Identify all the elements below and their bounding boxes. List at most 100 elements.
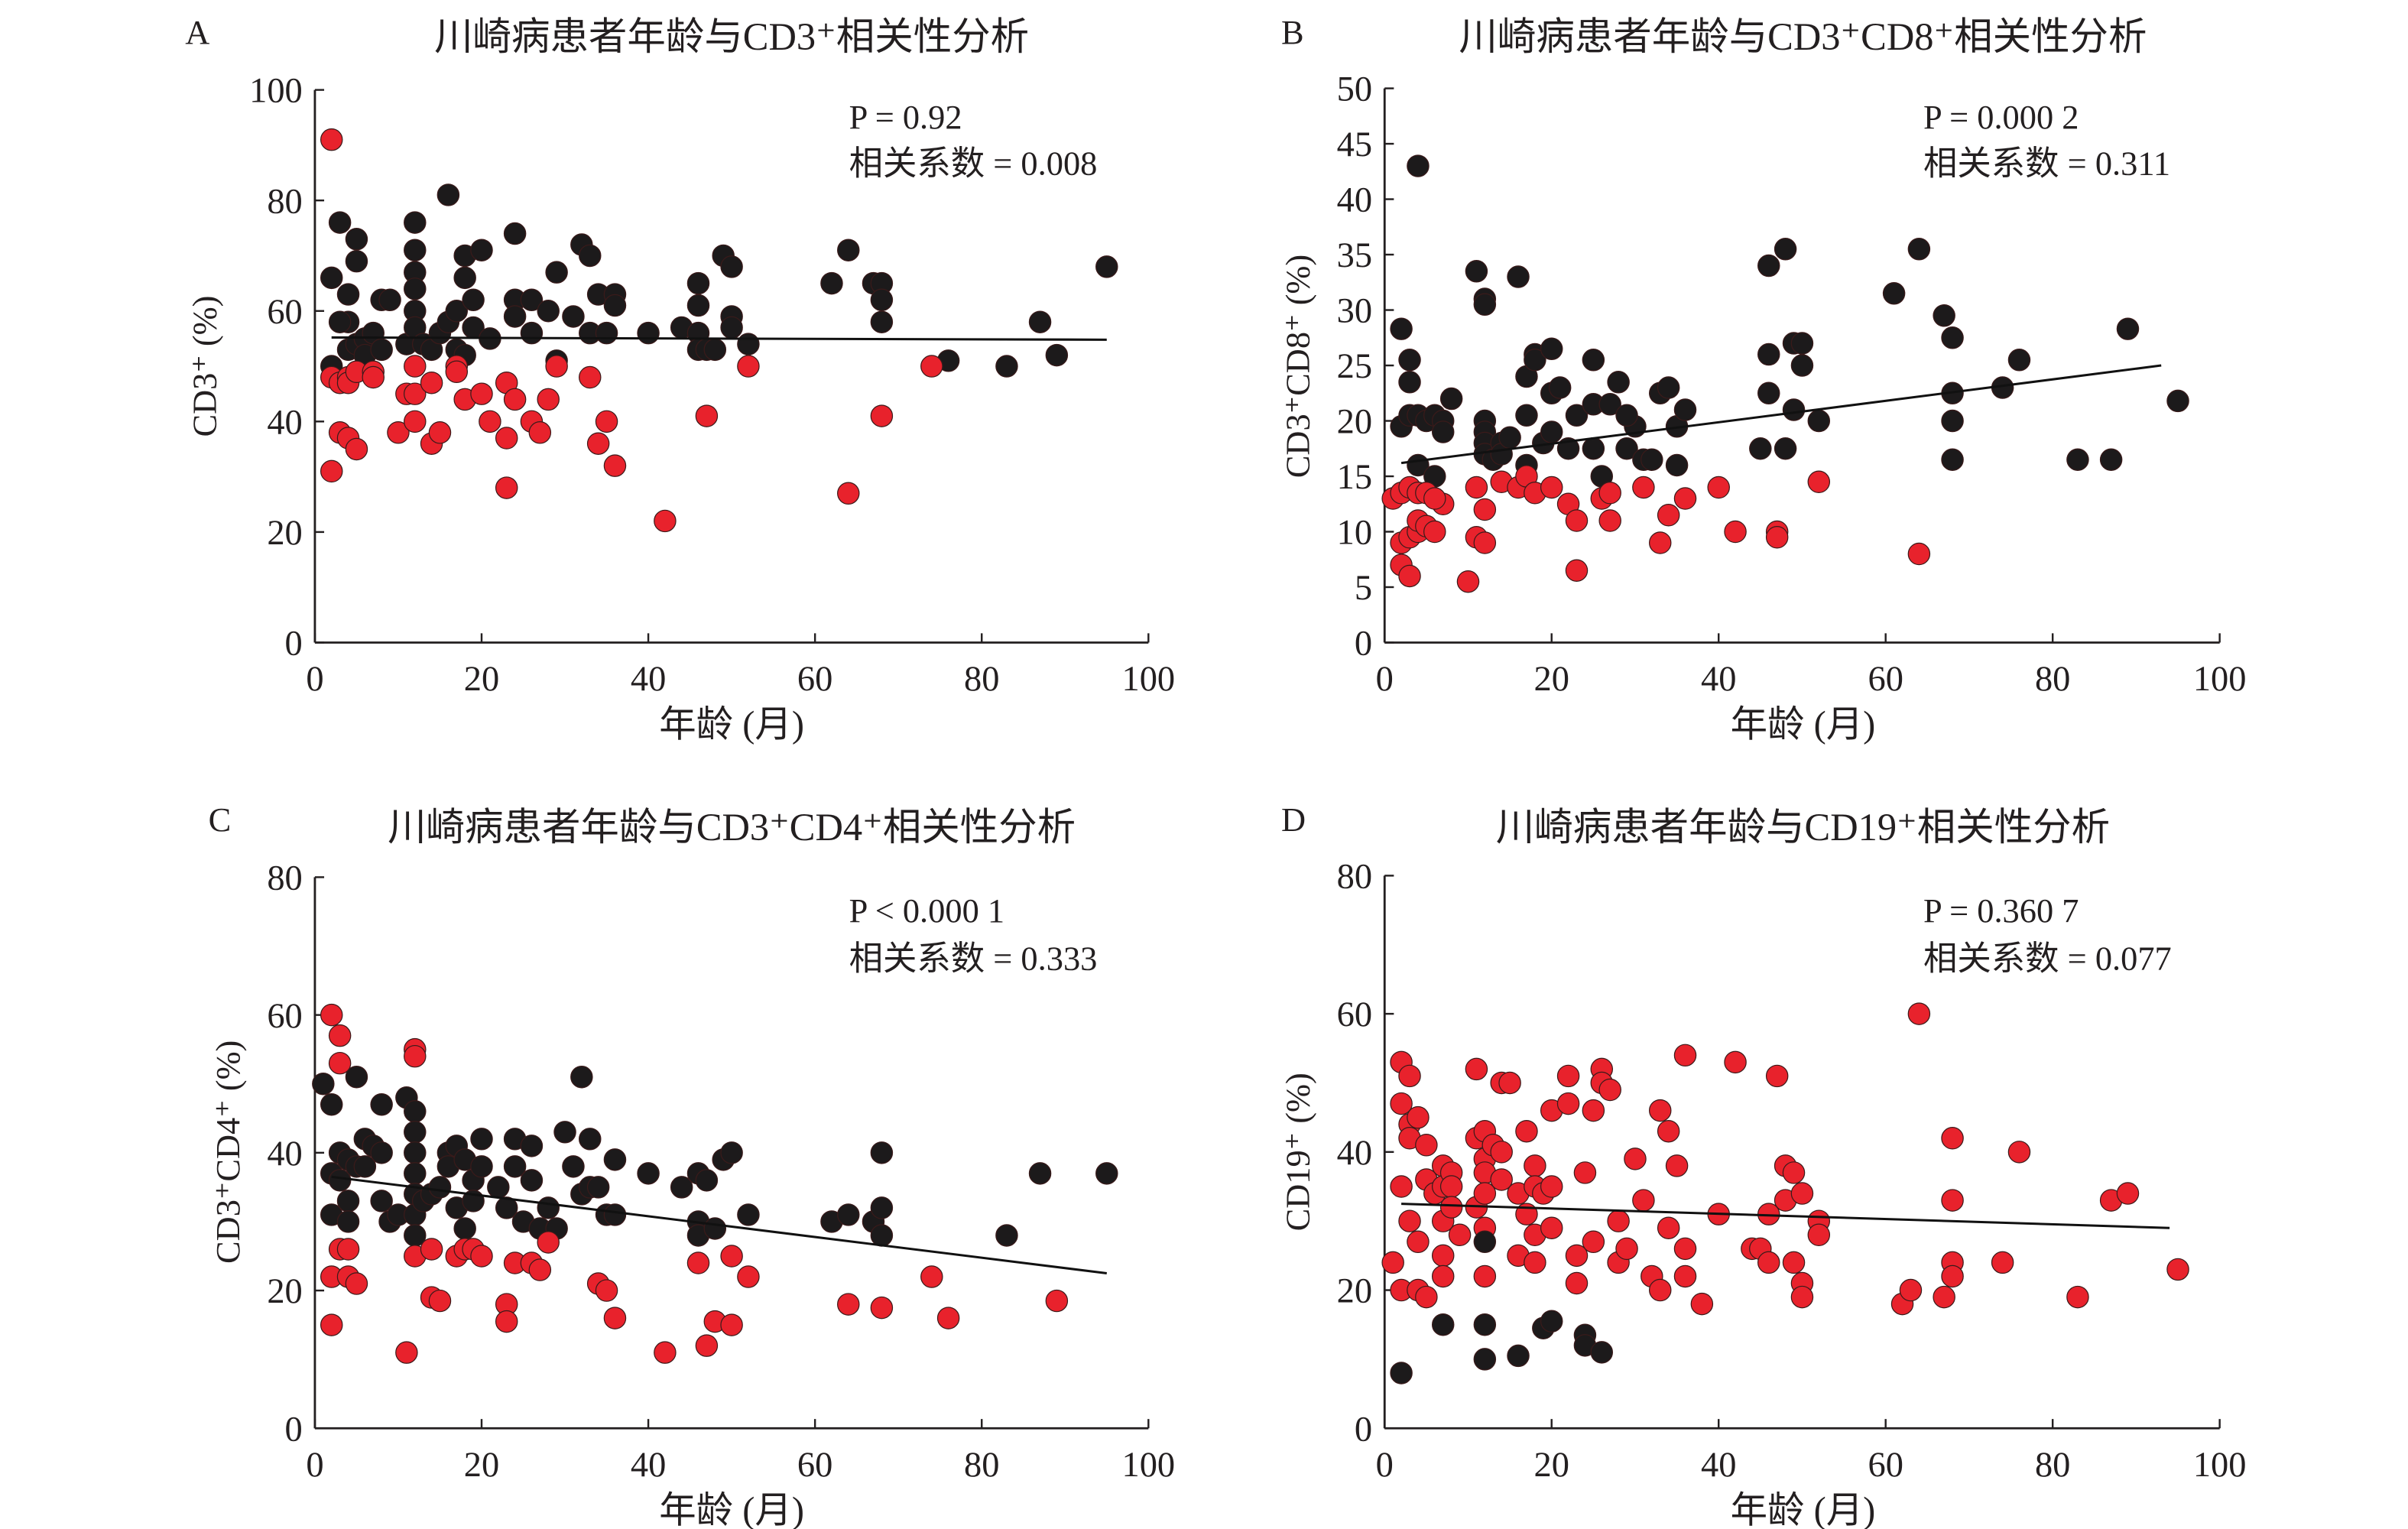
black-data-point (1565, 404, 1589, 427)
red-data-point (1465, 1057, 1488, 1081)
black-data-point (1933, 304, 1955, 327)
black-data-point (320, 1093, 343, 1116)
black-data-point (579, 1128, 602, 1151)
red-data-point (603, 454, 627, 477)
black-data-point (720, 1141, 743, 1164)
black-data-point (586, 1176, 610, 1199)
x-tick-label: 0 (306, 660, 323, 699)
red-data-point (1649, 1099, 1672, 1122)
red-data-point (495, 476, 518, 499)
red-data-point (1673, 1237, 1697, 1261)
black-data-point (1774, 437, 1797, 460)
red-data-point (1673, 1264, 1697, 1288)
red-data-point (1490, 1168, 1513, 1191)
red-data-point (1782, 1251, 1806, 1274)
red-data-point (328, 1051, 352, 1075)
red-data-point (1649, 531, 1672, 554)
black-data-point (428, 1176, 452, 1199)
red-data-point (1665, 1154, 1689, 1177)
black-data-point (2099, 448, 2123, 472)
red-data-point (1632, 1189, 1655, 1212)
x-tick-label: 80 (2035, 660, 2070, 699)
red-data-point (362, 365, 385, 389)
black-data-point (1941, 326, 1964, 349)
red-data-point (1407, 1230, 1430, 1254)
red-data-point (528, 421, 552, 444)
x-tick-label: 40 (1701, 660, 1736, 699)
x-tick-label: 80 (2035, 1446, 2070, 1485)
red-data-point (1757, 1251, 1780, 1274)
black-data-point (670, 1176, 693, 1199)
red-data-point (336, 1238, 360, 1261)
regression-line (1401, 1203, 2170, 1229)
black-data-point (404, 1141, 427, 1164)
black-data-point (370, 1093, 393, 1116)
chart-title: 川崎病患者年龄与CD3⁺相关性分析 (434, 15, 1029, 58)
red-data-point (1724, 1050, 1747, 1074)
red-data-point (1582, 1099, 1605, 1122)
red-data-point (1782, 1161, 1806, 1184)
red-data-point (1724, 520, 1747, 544)
regression-line (1400, 364, 2162, 465)
correlation-coefficient: 相关系数 = 0.008 (849, 144, 1098, 183)
red-data-point (1598, 509, 1621, 532)
black-data-point (470, 239, 493, 261)
red-data-point (1657, 504, 1680, 527)
red-data-point (2066, 1285, 2089, 1309)
black-data-point (328, 211, 352, 234)
black-data-point (503, 305, 527, 328)
red-data-point (720, 1245, 743, 1268)
panel-a: A 川崎病患者年龄与CD3⁺相关性分析 P = 0.92 相关系数 = 0.00… (185, 13, 1175, 745)
red-data-point (1423, 520, 1446, 544)
red-data-point (1565, 509, 1589, 532)
red-data-point (1991, 1251, 2014, 1274)
red-data-point (1582, 1230, 1605, 1254)
red-data-point (470, 382, 493, 405)
p-value: P = 0.92 (849, 98, 962, 136)
red-data-point (1448, 1223, 1472, 1247)
red-data-point (1632, 476, 1655, 499)
red-data-point (1540, 1175, 1563, 1198)
black-data-point (1045, 343, 1069, 367)
y-tick-label: 0 (285, 625, 303, 664)
black-data-point (1615, 437, 1638, 460)
red-data-point (345, 1272, 368, 1295)
black-data-point (404, 1100, 427, 1123)
panel-c: C 川崎病患者年龄与CD3⁺CD4⁺相关性分析 P < 0.000 1 相关系数… (209, 800, 1176, 1529)
y-tick-label: 45 (1337, 125, 1372, 164)
black-data-point (2116, 317, 2140, 340)
black-data-point (595, 321, 618, 345)
black-data-point (1431, 1313, 1455, 1336)
correlation-coefficient: 相关系数 = 0.077 (1923, 940, 2172, 978)
black-data-point (436, 183, 460, 206)
red-data-point (1540, 476, 1563, 499)
chart-title: 川崎病患者年龄与CD3⁺CD8⁺相关性分析 (1459, 15, 2147, 58)
red-data-point (328, 1024, 352, 1047)
x-tick-label: 60 (1868, 1446, 1903, 1485)
red-data-point (1649, 1278, 1672, 1302)
red-data-point (404, 1044, 427, 1068)
red-data-point (1941, 1127, 1964, 1150)
y-tick-label: 20 (267, 1272, 302, 1311)
black-data-point (537, 1196, 560, 1219)
red-data-point (737, 355, 760, 378)
red-data-point (1398, 1209, 1421, 1232)
black-data-point (1790, 332, 1814, 355)
black-data-point (370, 1141, 393, 1164)
black-data-point (1431, 420, 1455, 443)
red-data-point (345, 437, 368, 461)
red-data-point (686, 1251, 710, 1274)
black-data-point (870, 310, 894, 333)
red-data-point (1524, 1154, 1546, 1177)
black-data-point (1028, 1162, 1052, 1185)
black-data-point (345, 249, 368, 273)
y-tick-label: 20 (267, 514, 302, 553)
black-data-point (312, 1072, 335, 1096)
red-data-point (1415, 1134, 1438, 1157)
x-tick-label: 0 (1376, 1446, 1394, 1485)
x-axis-label: 年龄 (月) (659, 1490, 804, 1529)
black-data-point (2007, 349, 2031, 372)
x-tick-label: 60 (797, 1446, 832, 1485)
red-data-point (1690, 1292, 1714, 1316)
black-data-point (720, 316, 743, 339)
